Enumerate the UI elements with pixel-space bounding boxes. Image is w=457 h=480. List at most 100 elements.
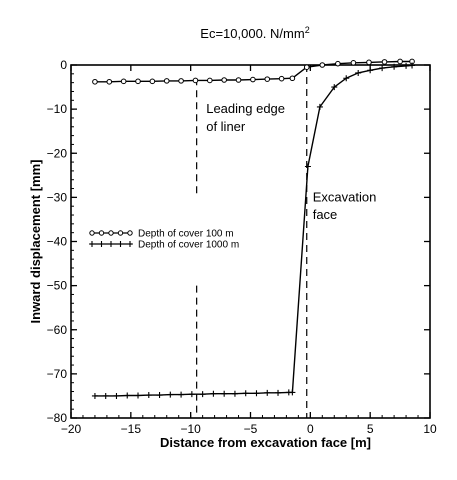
x-tick-label: 10 — [423, 422, 437, 436]
y-tick-label: −70 — [47, 367, 68, 381]
axes — [70, 64, 431, 419]
data-series — [91, 58, 416, 399]
data-point — [316, 103, 323, 110]
data-point — [178, 78, 184, 84]
y-axis-ticks: 0 −10 −20 −30 −40 −50 −60 −70 −80 — [47, 58, 430, 425]
y-tick-label: −20 — [47, 146, 68, 160]
data-point — [289, 389, 296, 396]
data-point — [242, 390, 249, 397]
annotation: of liner — [206, 119, 246, 134]
chart-title-main: Ec=10,000. N/mm — [200, 26, 304, 41]
data-point — [366, 59, 372, 66]
data-point — [120, 78, 127, 85]
data-point — [156, 392, 163, 399]
legend-marker — [89, 230, 95, 236]
data-point — [319, 62, 326, 68]
data-point — [278, 75, 285, 82]
data-point — [367, 67, 374, 74]
data-point — [303, 64, 310, 71]
y-tick-label: −80 — [47, 411, 68, 425]
data-point — [167, 391, 174, 398]
reference-lines — [196, 65, 308, 418]
data-point — [221, 390, 228, 397]
data-point — [210, 390, 217, 397]
data-point — [124, 392, 131, 399]
data-point — [409, 62, 416, 69]
x-tick-label: −20 — [61, 422, 82, 436]
chart-title-text: Ec=10,000. N/mm2 — [200, 25, 309, 41]
x-tick-label: −5 — [244, 422, 258, 436]
legend-marker — [127, 241, 133, 247]
x-tick-label: −10 — [180, 422, 201, 436]
data-point — [335, 60, 341, 67]
data-point — [250, 76, 256, 83]
legend-entry: Depth of cover 100 m — [89, 229, 234, 240]
data-point — [91, 392, 98, 399]
y-tick-label: −40 — [47, 235, 68, 249]
chart-title-superscript: 2 — [305, 25, 310, 35]
data-point — [289, 75, 296, 82]
annotation: Leading edge — [206, 101, 285, 116]
data-point — [178, 391, 185, 398]
data-point — [275, 389, 282, 396]
data-point — [379, 65, 386, 72]
legend-label: Depth of cover 1000 m — [138, 240, 239, 251]
legend-label: Depth of cover 100 m — [138, 229, 234, 240]
data-point — [188, 391, 195, 398]
annotations: Leading edge of liner Excavation face — [206, 101, 376, 222]
data-point — [350, 59, 357, 66]
x-tick-label: 0 — [307, 422, 314, 436]
data-point — [207, 77, 213, 84]
data-point — [231, 390, 238, 397]
legend-marker — [98, 241, 105, 247]
data-point — [135, 78, 141, 85]
data-point — [264, 389, 271, 396]
x-tick-label: 5 — [367, 422, 374, 436]
legend-marker — [108, 241, 114, 247]
data-point — [397, 58, 403, 65]
legend-marker — [127, 230, 133, 236]
data-point — [199, 391, 206, 398]
data-point — [381, 59, 388, 65]
data-point — [355, 69, 362, 76]
data-point — [235, 77, 242, 83]
data-point — [163, 78, 170, 84]
series-2 — [91, 62, 416, 399]
annotation: Excavation — [313, 189, 377, 204]
plot-frame — [70, 64, 431, 419]
y-tick-label: −10 — [47, 102, 68, 116]
legend-entry: Depth of cover 1000 m — [89, 240, 239, 251]
data-point — [145, 392, 152, 399]
series-1 — [92, 58, 415, 85]
data-point — [403, 62, 410, 69]
y-tick-label: −30 — [47, 190, 68, 204]
data-point — [331, 84, 338, 91]
x-axis-label: Distance from excavation face [m] — [160, 435, 371, 450]
data-point — [343, 75, 350, 82]
data-point — [135, 392, 142, 399]
x-axis-ticks: −20 −15 −10 −5 0 5 10 — [61, 65, 437, 436]
data-point — [102, 392, 109, 399]
data-point — [149, 78, 156, 85]
legend-marker — [98, 230, 105, 236]
legend-marker — [89, 241, 95, 247]
legend-marker — [117, 241, 124, 247]
data-point — [192, 77, 199, 84]
legend-marker — [117, 230, 124, 236]
legend-marker — [108, 230, 114, 236]
x-tick-label: −15 — [121, 422, 142, 436]
data-point — [264, 76, 271, 82]
y-tick-label: 0 — [60, 58, 67, 72]
data-point — [106, 78, 113, 85]
annotation: face — [313, 207, 338, 222]
data-point — [113, 392, 120, 399]
data-point — [221, 77, 227, 83]
y-axis-label: Inward displacement [mm] — [28, 160, 43, 324]
data-point — [304, 163, 311, 170]
data-point — [92, 78, 98, 85]
data-point — [253, 390, 260, 397]
y-tick-label: −50 — [47, 279, 68, 293]
y-tick-label: −60 — [47, 323, 68, 337]
